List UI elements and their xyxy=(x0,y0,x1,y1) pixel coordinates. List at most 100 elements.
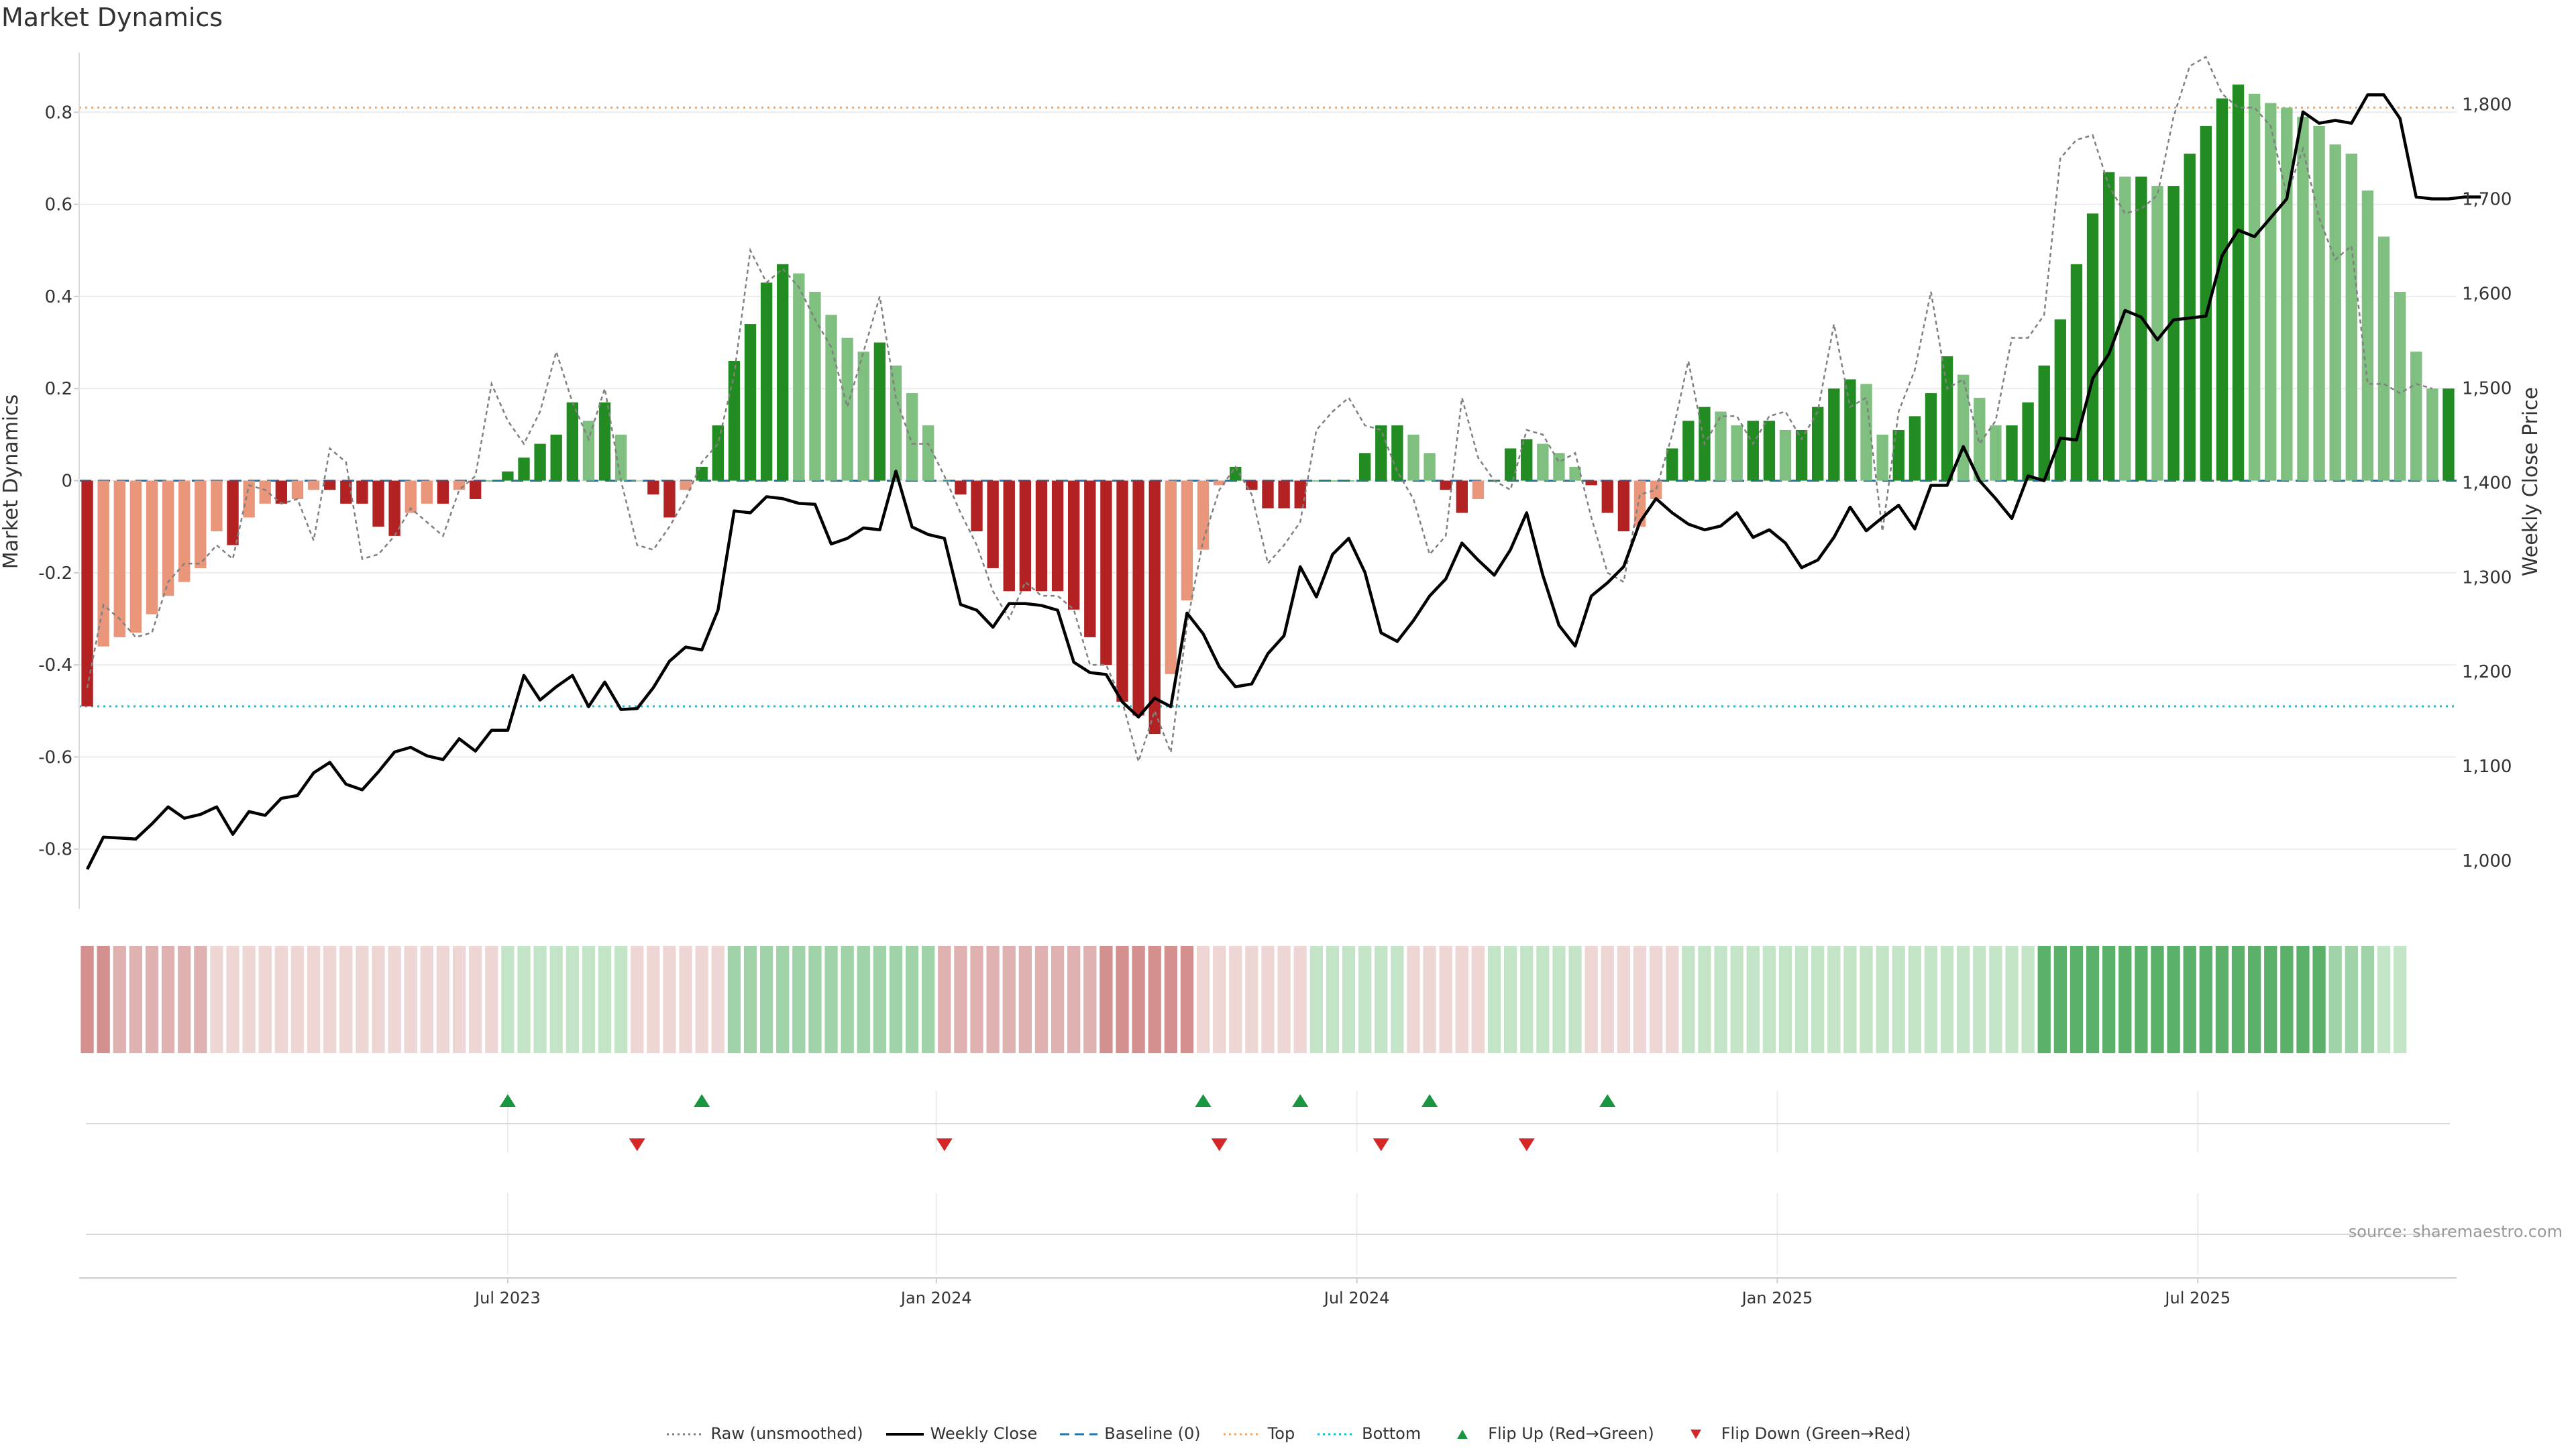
regime-cell xyxy=(582,946,596,1053)
y-tick-label: -0.4 xyxy=(38,655,72,676)
dynamics-bar xyxy=(1521,439,1533,481)
dynamics-bar xyxy=(518,458,530,481)
y-axis-label: Market Dynamics xyxy=(0,394,23,570)
regime-cell xyxy=(1536,946,1550,1053)
dynamics-bar xyxy=(1424,453,1436,481)
axes: -0.8 -0.6 -0.4 -0.2 0 0.2 0.4 0.6 0.8 Market Dyna… xyxy=(0,52,2542,909)
regime-cell xyxy=(1746,946,1760,1053)
dynamics-bar xyxy=(873,342,886,481)
dynamics-bar xyxy=(2329,144,2341,481)
dynamics-bar xyxy=(421,480,433,504)
dynamics-bar xyxy=(534,443,546,481)
legend-swatch xyxy=(885,1433,924,1436)
dynamics-bar xyxy=(614,434,627,481)
y-tick-label: -0.8 xyxy=(38,840,72,860)
regime-cell xyxy=(2296,946,2310,1053)
legend-label: Baseline (0) xyxy=(1104,1424,1201,1443)
raw-line xyxy=(86,56,2433,765)
regime-cell xyxy=(1601,946,1614,1053)
dynamics-bar xyxy=(1504,448,1517,481)
dynamics-bar xyxy=(1213,480,1226,486)
x-tick-label: Jul 2025 xyxy=(2163,1289,2231,1307)
dynamics-bar xyxy=(1585,480,1597,486)
regime-cell xyxy=(1342,946,1356,1053)
regime-cell xyxy=(2215,946,2229,1053)
regime-cell xyxy=(2070,946,2084,1053)
regime-cell xyxy=(436,946,450,1053)
regime-cell xyxy=(2247,946,2261,1053)
legend-item-bottom: Bottom xyxy=(1316,1424,1421,1443)
flip-down-marker xyxy=(1211,1138,1228,1151)
regime-cell xyxy=(145,946,159,1053)
dynamics-bar xyxy=(2297,117,2309,481)
dynamics-bar xyxy=(1165,480,1177,674)
dynamics-bar xyxy=(1957,374,1970,481)
dynamics-bar xyxy=(2135,176,2147,481)
y-tick-label: 0 xyxy=(61,472,72,492)
regime-cell xyxy=(1633,946,1647,1053)
dynamics-bar xyxy=(2167,186,2180,481)
dynamics-bar xyxy=(890,365,902,481)
regime-cell xyxy=(1439,946,1452,1053)
regime-cell xyxy=(1649,946,1663,1053)
dynamics-bar xyxy=(1100,480,1112,665)
regime-cell xyxy=(1487,946,1501,1053)
regime-cell xyxy=(307,946,321,1053)
y2-tick-label: 1,400 xyxy=(2462,473,2512,493)
y2-tick-label: 1,300 xyxy=(2462,568,2512,588)
dynamics-bar xyxy=(291,480,304,499)
regime-cell xyxy=(339,946,353,1053)
regime-cell xyxy=(1391,946,1404,1053)
dynamics-bar xyxy=(987,480,999,568)
dynamics-bar xyxy=(1472,480,1485,499)
regime-cell xyxy=(1083,946,1097,1053)
regime-cell xyxy=(549,946,563,1053)
regime-cell xyxy=(1957,946,1970,1053)
dynamics-bar xyxy=(728,360,741,481)
regime-cell xyxy=(776,946,790,1053)
dynamics-bar xyxy=(582,421,595,481)
dynamics-bar xyxy=(2119,176,2131,481)
dynamics-bar xyxy=(324,480,336,490)
y2-tick-label: 1,100 xyxy=(2462,757,2512,777)
dynamics-bar xyxy=(1812,407,1824,481)
y-tick-label: -0.2 xyxy=(38,564,72,584)
dynamics-bar xyxy=(922,425,934,481)
regime-cell xyxy=(2377,946,2391,1053)
regime-cell xyxy=(258,946,272,1053)
regime-cell xyxy=(452,946,466,1053)
regime-cell xyxy=(905,946,919,1053)
regime-cell xyxy=(841,946,854,1053)
regime-cell xyxy=(1245,946,1258,1053)
dynamics-bar xyxy=(1974,397,1986,481)
regime-cell xyxy=(242,946,256,1053)
dynamics-bar xyxy=(2086,213,2099,481)
dynamics-bar xyxy=(1181,480,1193,601)
series-lines xyxy=(86,56,2481,870)
regime-cell xyxy=(2264,946,2277,1053)
flip-down-marker xyxy=(629,1138,645,1151)
dynamics-bar xyxy=(696,466,708,481)
regime-cell xyxy=(759,946,773,1053)
dynamics-bar xyxy=(631,480,643,482)
dynamics-bar xyxy=(81,480,93,706)
dynamics-bar xyxy=(469,480,482,499)
dynamics-bar xyxy=(2102,172,2115,481)
dynamics-bar xyxy=(1633,480,1646,527)
regime-cell xyxy=(727,946,741,1053)
y2-tick-label: 1,800 xyxy=(2462,95,2512,115)
dynamics-bar xyxy=(1084,480,1096,637)
regime-cell xyxy=(1018,946,1032,1053)
dynamics-bar xyxy=(372,480,384,527)
x-axis: Jul 2023 Jan 2024 Jul 2024 Jan 2025 Jul 2025 xyxy=(79,1277,2457,1307)
regime-cell xyxy=(129,946,143,1053)
regime-cell xyxy=(1843,946,1857,1053)
dynamics-bar xyxy=(777,264,789,481)
dynamics-bar xyxy=(1682,421,1695,481)
regime-cell xyxy=(2199,946,2212,1053)
flip-up-marker xyxy=(499,1094,516,1107)
dynamics-bar xyxy=(1601,480,1613,513)
dynamics-bar xyxy=(1844,379,1856,481)
regime-strip xyxy=(80,946,2407,1053)
legend-item-raw: Raw (unsmoothed) xyxy=(665,1424,863,1443)
